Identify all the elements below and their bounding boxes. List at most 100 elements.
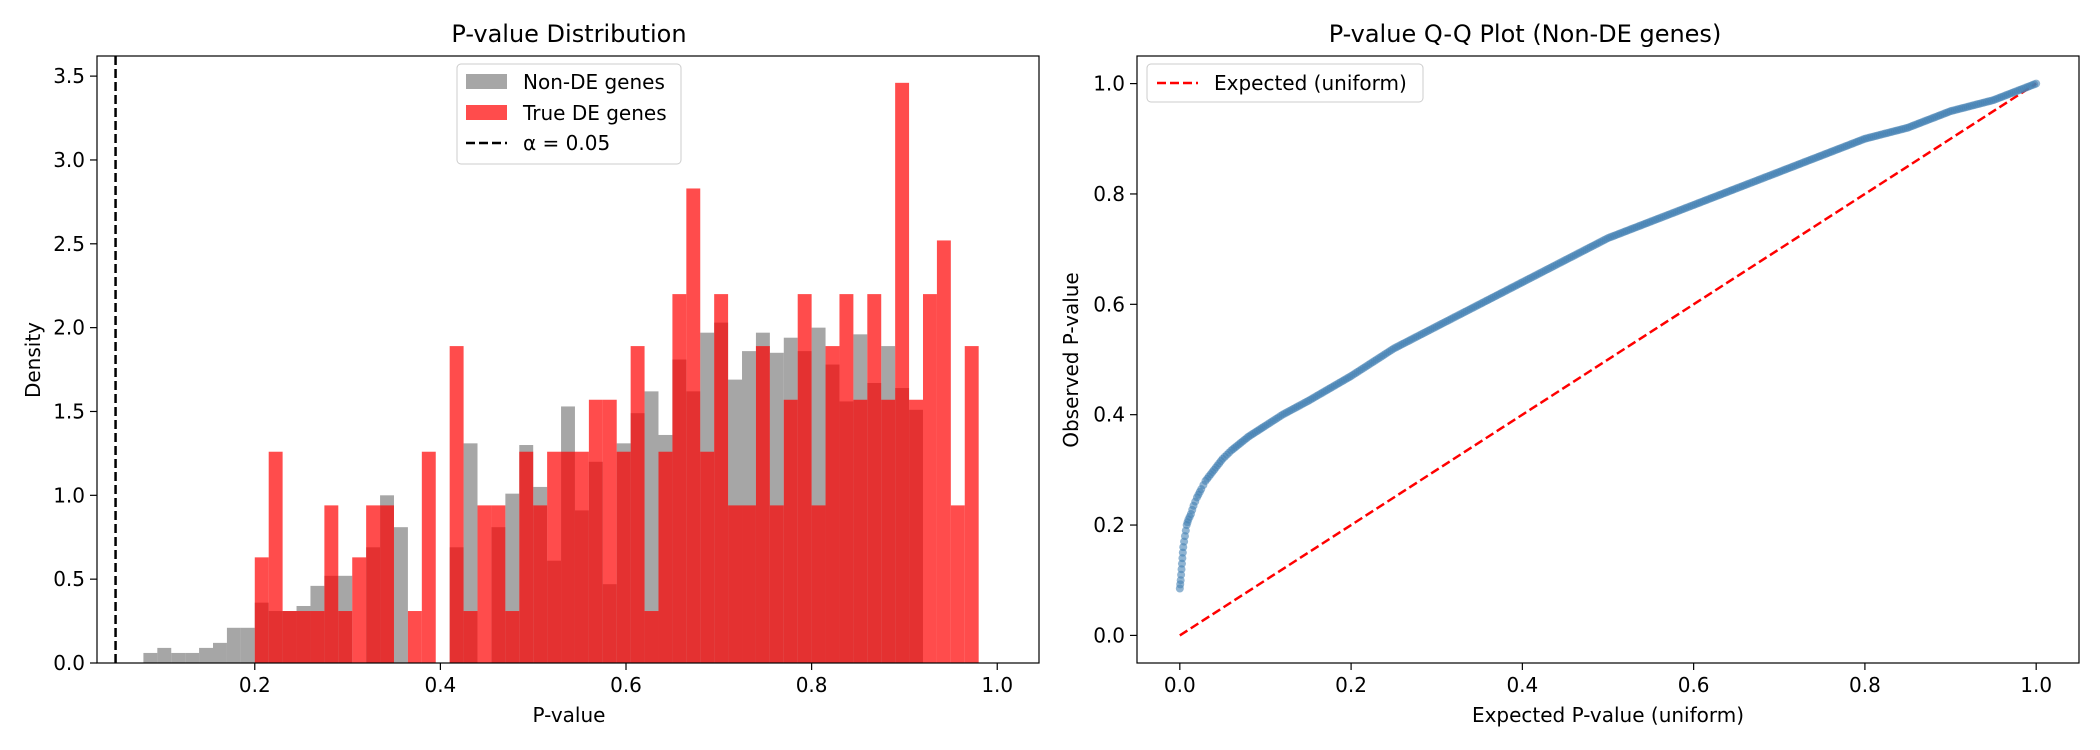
non-de-bar [213, 642, 227, 663]
histogram-panel: P-value Distribution 0.2 0.4 0.6 0.8 1.0 0.0… [21, 20, 1040, 727]
true-de-bar [714, 294, 729, 663]
true-de-bar [533, 505, 548, 663]
true-de-bar [282, 611, 297, 663]
true-de-bar [574, 451, 589, 663]
legend-label-expected: Expected (uniform) [1214, 71, 1407, 95]
true-de-bar [296, 611, 311, 663]
true-de-bar [602, 399, 617, 663]
true-de-bar [839, 294, 854, 663]
true-de-bar [547, 451, 562, 663]
expected-uniform-line [1179, 82, 2037, 637]
qq-x-tick-label: 0.0 [1164, 673, 1196, 697]
non-de-bar [226, 627, 241, 663]
true-de-bar [853, 399, 868, 663]
qq-title: P-value Q-Q Plot (Non-DE genes) [1329, 20, 1722, 48]
true-de-bar [463, 611, 478, 663]
histogram-y-ticks: 0.0 0.5 1.0 1.5 2.0 2.5 3.0 3.5 [53, 64, 97, 675]
qq-y-ticks: 0.0 0.2 0.4 0.6 0.8 1.0 [1093, 72, 1137, 647]
true-de-bar [728, 505, 743, 663]
legend-swatch-non-de [466, 74, 507, 89]
qq-y-label: Observed P-value [1059, 272, 1083, 448]
true-de-bar [366, 505, 381, 663]
non-de-bar [199, 647, 214, 663]
histogram-y-tick-label: 1.5 [53, 399, 85, 423]
histogram-x-label: P-value [533, 703, 606, 727]
true-de-bar [686, 188, 701, 663]
true-de-bar [783, 399, 798, 663]
qq-point [2032, 79, 2041, 88]
true-de-bar [867, 294, 882, 663]
qq-legend: Expected (uniform) [1146, 63, 1424, 103]
true-de-bar [936, 240, 951, 663]
true-de-bar [950, 505, 965, 663]
qq-y-tick-label: 0.8 [1093, 182, 1125, 206]
qq-axes-frame [1136, 55, 2080, 664]
histogram-title: P-value Distribution [451, 20, 686, 48]
non-de-bar [393, 527, 408, 663]
histogram-y-tick-label: 1.0 [53, 483, 85, 507]
non-de-bar [143, 652, 158, 663]
true-de-bar [380, 505, 394, 663]
true-de-bar [922, 294, 937, 663]
true-de-bar [825, 346, 840, 663]
histogram-x-tick-label: 0.2 [239, 673, 271, 697]
qq-panel: P-value Q-Q Plot (Non-DE genes) 0.0 0.2 0.… [1059, 20, 2080, 727]
non-de-bar [171, 652, 186, 663]
true-de-bar [324, 505, 339, 663]
qq-y-tick-label: 0.2 [1093, 513, 1125, 537]
true-de-bar [881, 399, 896, 663]
true-de-bar [254, 557, 269, 663]
true-de-bar [268, 451, 283, 663]
true-de-bar [658, 451, 673, 663]
non-de-bar [157, 647, 172, 663]
true-de-bar [491, 505, 506, 663]
qq-x-ticks: 0.0 0.2 0.4 0.6 0.8 1.0 [1164, 663, 2052, 697]
histogram-x-tick-label: 0.8 [796, 673, 828, 697]
histogram-x-tick-label: 0.4 [424, 673, 456, 697]
histogram-axes-frame [96, 55, 1040, 664]
true-de-bar [338, 611, 353, 663]
histogram-y-tick-label: 0.0 [53, 651, 85, 675]
true-de-bar [477, 505, 492, 663]
true-de-bar [895, 82, 910, 663]
qq-y-tick-label: 1.0 [1093, 72, 1125, 96]
histogram-legend-box [456, 63, 682, 165]
legend-label-non-de: Non-DE genes [523, 70, 665, 94]
true-de-bar [449, 346, 464, 663]
qq-x-tick-label: 0.4 [1506, 673, 1538, 697]
true-de-bar [561, 451, 575, 663]
qq-x-tick-label: 0.8 [1849, 673, 1881, 697]
legend-label-alpha: α = 0.05 [523, 131, 610, 155]
true-de-bar [742, 505, 756, 663]
qq-y-tick-label: 0.6 [1093, 292, 1125, 316]
non-de-bar [240, 627, 255, 663]
true-de-bar [630, 346, 645, 663]
histogram-y-tick-label: 2.0 [53, 316, 85, 340]
true-de-bar [964, 346, 979, 663]
true-de-bar [310, 611, 325, 663]
non-de-bar [185, 652, 200, 663]
true-de-bar [909, 399, 923, 663]
qq-x-tick-label: 1.0 [2020, 673, 2052, 697]
non-de-bar [463, 443, 478, 663]
histogram-bars [143, 82, 979, 663]
histogram-y-tick-label: 3.0 [53, 148, 85, 172]
true-de-bar [797, 294, 812, 663]
qq-points [1175, 79, 2041, 593]
true-de-bar [407, 611, 422, 663]
histogram-x-ticks: 0.2 0.4 0.6 0.8 1.0 [239, 663, 1013, 697]
histogram-y-tick-label: 2.5 [53, 232, 85, 256]
legend-swatch-true-de [466, 105, 507, 120]
true-de-bar [811, 505, 826, 663]
true-de-bar [505, 611, 520, 663]
true-de-bar [644, 611, 659, 663]
true-de-bar [769, 505, 784, 663]
histogram-y-label: Density [21, 322, 45, 398]
true-de-bar [588, 399, 603, 663]
qq-x-label: Expected P-value (uniform) [1472, 703, 1744, 727]
qq-y-tick-label: 0.0 [1093, 623, 1125, 647]
histogram-legend: Non-DE genes True DE genes α = 0.05 [456, 63, 682, 165]
true-de-bar [672, 294, 687, 663]
histogram-x-tick-label: 1.0 [981, 673, 1013, 697]
